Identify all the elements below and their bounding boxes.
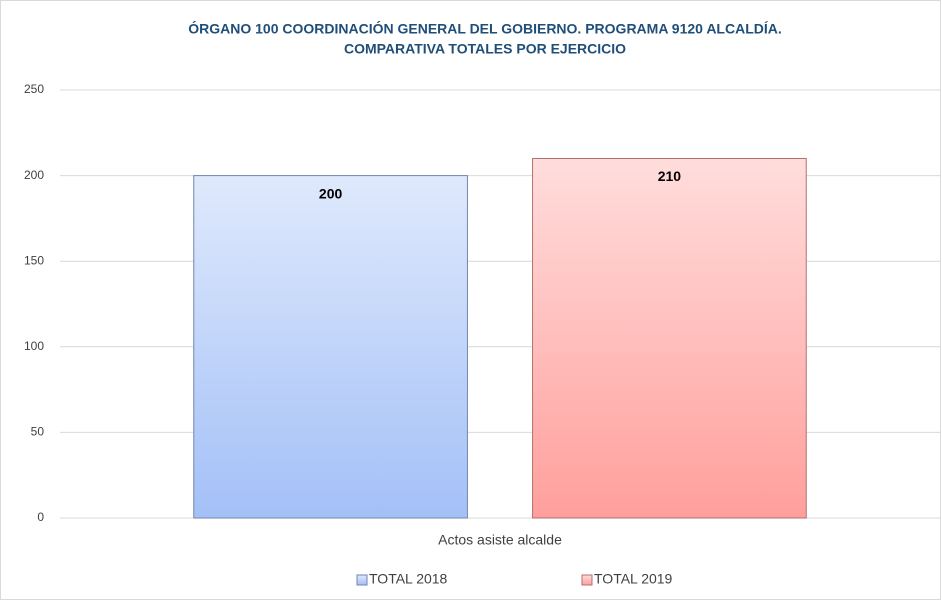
legend-label: TOTAL 2018 — [369, 571, 448, 587]
y-tick-label: 0 — [37, 510, 44, 524]
y-tick-label: 250 — [24, 82, 44, 96]
legend-label: TOTAL 2019 — [594, 571, 673, 587]
y-tick-label: 100 — [24, 339, 44, 353]
data-label: 200 — [319, 185, 343, 201]
chart-title: ÓRGANO 100 COORDINACIÓN GENERAL DEL GOBI… — [188, 20, 782, 37]
bar — [193, 175, 468, 519]
y-tick-label: 200 — [24, 168, 44, 182]
data-label: 210 — [658, 168, 682, 184]
y-tick-label: 150 — [24, 253, 44, 267]
y-tick-label: 50 — [31, 425, 45, 439]
x-tick-label: Actos asiste alcalde — [438, 532, 562, 548]
legend-swatch — [581, 574, 593, 586]
bar — [532, 157, 807, 519]
chart-title: COMPARATIVA TOTALES POR EJERCICIO — [344, 41, 626, 57]
legend-swatch — [356, 574, 368, 586]
